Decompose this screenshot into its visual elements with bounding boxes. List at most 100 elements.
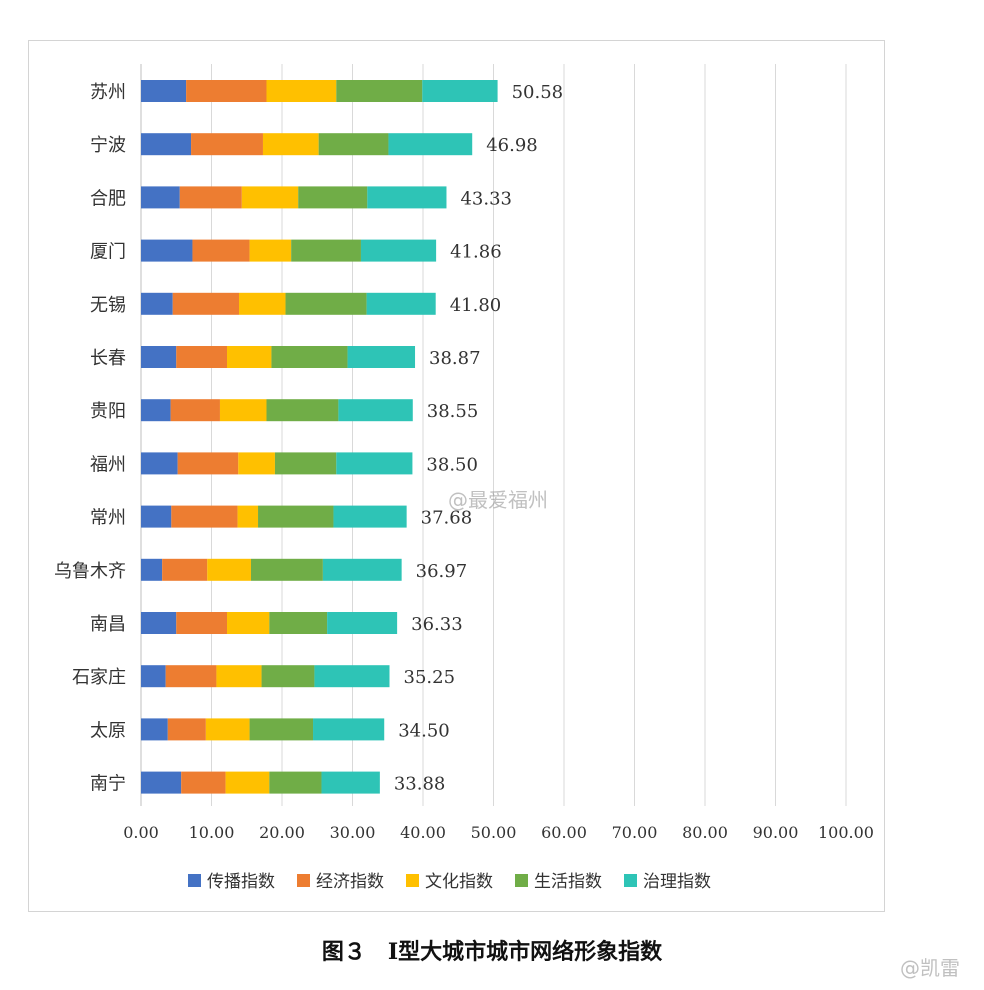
- bar-segment: [322, 558, 402, 581]
- x-tick-labels: 0.00 10.00 20.00 30.00 40.00 50.00 60.00 70.00 8…: [123, 823, 874, 842]
- bar-segment: [141, 505, 172, 528]
- bar-segment: [347, 346, 416, 368]
- total-label: 43.33: [460, 188, 512, 209]
- category-label: 乌鲁木齐: [54, 561, 126, 582]
- bar-segment: [225, 771, 270, 794]
- bar-segment: [176, 346, 228, 368]
- bar-segment: [333, 505, 407, 528]
- total-label: 37.68: [421, 508, 473, 529]
- bar-segment: [269, 771, 322, 794]
- bar-segment: [227, 612, 270, 634]
- category-label: 福州: [90, 454, 126, 475]
- bar-segment: [179, 186, 242, 209]
- x-tick-label: 10.00: [189, 823, 235, 842]
- bar-segment: [327, 612, 398, 634]
- total-label: 34.50: [398, 720, 450, 741]
- bar-segment: [167, 718, 206, 741]
- legend-swatch: [188, 874, 201, 887]
- bar-segment: [388, 133, 473, 156]
- x-tick-label: 20.00: [259, 823, 305, 842]
- bar-segment: [141, 239, 193, 262]
- bar-segment: [318, 133, 389, 156]
- x-tick-label: 30.00: [330, 823, 376, 842]
- bar-segment: [162, 558, 208, 581]
- bar-segment: [238, 292, 286, 315]
- watermark-weibo-2: @凯雷: [900, 956, 960, 980]
- bar-segment: [141, 80, 187, 102]
- bar-segment: [367, 186, 447, 209]
- bar-segment: [360, 239, 437, 262]
- category-label: 长春: [90, 348, 126, 369]
- legend: 传播指数 经济指数 文化指数 生活指数 治理指数: [188, 872, 711, 892]
- watermark-weibo-1: @最爱福州: [448, 488, 548, 512]
- legend-swatch: [624, 874, 637, 887]
- bar-segment: [274, 452, 337, 475]
- x-tick-label: 70.00: [612, 823, 658, 842]
- bar-segment: [205, 718, 250, 741]
- legend-swatch: [515, 874, 528, 887]
- bar-segment: [291, 239, 361, 262]
- bar-segment: [141, 452, 178, 475]
- bar-segment: [141, 186, 180, 209]
- bar-segment: [192, 239, 250, 262]
- bar-segment: [141, 133, 192, 156]
- total-label: 36.97: [416, 561, 468, 582]
- total-label: 41.86: [450, 242, 502, 263]
- category-label: 南宁: [90, 774, 126, 795]
- bar-segment: [170, 399, 220, 422]
- bar-segment: [338, 399, 413, 422]
- legend-label: 经济指数: [316, 872, 384, 892]
- bar-segment: [141, 292, 173, 315]
- total-label: 36.33: [411, 614, 463, 635]
- bar-segment: [262, 133, 319, 156]
- x-tick-label: 50.00: [471, 823, 517, 842]
- bar-segment: [141, 346, 177, 368]
- bar-segment: [258, 505, 334, 528]
- bar-segment: [172, 292, 239, 315]
- bar-segment: [250, 558, 323, 581]
- bar-segment: [298, 186, 368, 209]
- total-label: 33.88: [394, 774, 446, 795]
- bar-segment: [422, 80, 498, 102]
- category-label: 合肥: [90, 188, 126, 209]
- bar-segment: [241, 186, 299, 209]
- category-label: 石家庄: [72, 667, 126, 688]
- bar-segment: [186, 80, 267, 102]
- bar-segment: [266, 399, 339, 422]
- bar-segment: [271, 346, 348, 368]
- bar-segment: [177, 452, 239, 475]
- legend-label: 文化指数: [425, 872, 493, 892]
- bar-segment: [181, 771, 226, 794]
- category-label: 宁波: [90, 135, 126, 156]
- legend-swatch: [297, 874, 310, 887]
- bar-segment: [141, 612, 177, 634]
- x-tick-label: 60.00: [541, 823, 587, 842]
- bar-segment: [238, 452, 275, 475]
- bar-segment: [141, 558, 163, 581]
- bar-segment: [321, 771, 380, 794]
- bar-segment: [314, 665, 390, 688]
- category-label: 厦门: [90, 242, 126, 263]
- total-label: 35.25: [404, 667, 456, 688]
- x-tick-label: 90.00: [753, 823, 799, 842]
- bar-segment: [266, 80, 337, 102]
- bar-segment: [285, 292, 367, 315]
- bar-segment: [141, 771, 182, 794]
- category-label: 无锡: [90, 295, 126, 316]
- legend-label: 治理指数: [643, 872, 711, 892]
- bar-segment: [141, 665, 166, 688]
- total-label: 41.80: [450, 295, 502, 316]
- bars: [141, 80, 498, 794]
- x-tick-label: 40.00: [400, 823, 446, 842]
- category-label: 苏州: [90, 82, 126, 103]
- bar-segment: [176, 612, 228, 634]
- bar-segment: [171, 505, 238, 528]
- total-labels: 50.58 46.98 43.33 41.86 41.80 38.87 38.55 38.50…: [394, 82, 563, 795]
- total-label: 38.87: [429, 348, 481, 369]
- bar-segment: [249, 718, 314, 741]
- total-label: 38.50: [426, 454, 478, 475]
- bar-segment: [207, 558, 251, 581]
- category-label: 贵阳: [90, 401, 126, 422]
- legend-label: 传播指数: [207, 872, 275, 892]
